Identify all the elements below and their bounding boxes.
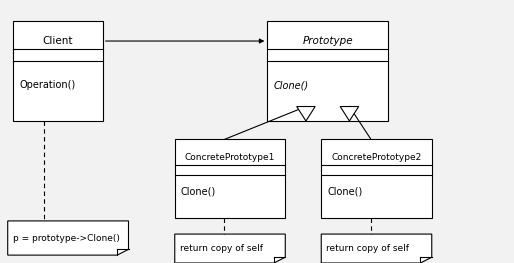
Text: ConcretePrototype1: ConcretePrototype1: [185, 153, 275, 162]
Text: p = prototype->Clone(): p = prototype->Clone(): [13, 234, 120, 242]
Polygon shape: [321, 234, 432, 263]
Bar: [321, 139, 432, 218]
Bar: [267, 21, 388, 121]
Text: Client: Client: [43, 36, 73, 46]
Text: ConcretePrototype2: ConcretePrototype2: [332, 153, 421, 162]
Text: Operation(): Operation(): [19, 80, 75, 90]
Bar: [13, 21, 103, 121]
Polygon shape: [8, 221, 128, 255]
Text: Clone(): Clone(): [327, 186, 363, 196]
Text: Clone(): Clone(): [273, 80, 308, 90]
Text: return copy of self: return copy of self: [180, 244, 263, 253]
Text: Prototype: Prototype: [302, 36, 353, 46]
Bar: [175, 139, 285, 218]
Polygon shape: [297, 107, 315, 121]
Polygon shape: [340, 107, 359, 121]
Polygon shape: [175, 234, 285, 263]
Text: return copy of self: return copy of self: [326, 244, 409, 253]
Text: Clone(): Clone(): [181, 186, 216, 196]
